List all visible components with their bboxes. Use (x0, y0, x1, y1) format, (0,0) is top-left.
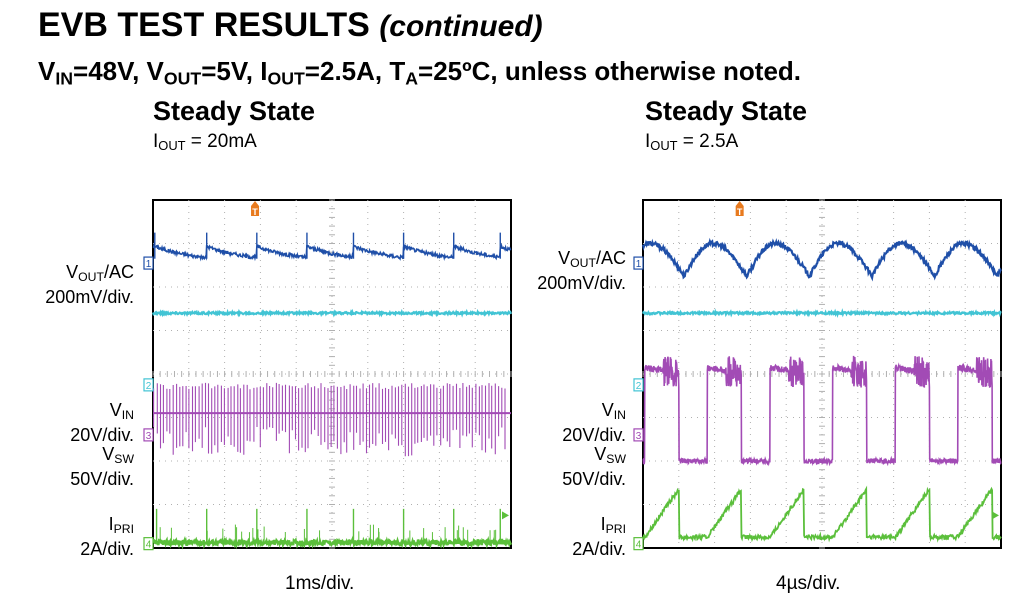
trigger-marker-arrow (251, 201, 260, 206)
trace-2 (641, 308, 1002, 319)
trigger-marker: T (735, 201, 744, 217)
ch4-marker-box (143, 537, 154, 551)
ch1-marker-box (143, 256, 154, 270)
trigger-marker-label: T (737, 207, 743, 217)
panel1-time-div: 1ms/div. (285, 573, 355, 594)
ch1-marker-label: 1 (636, 259, 642, 270)
ch4-marker: 4 (633, 537, 644, 551)
trigger-marker-arrow (735, 201, 744, 206)
trace-4 (152, 535, 513, 550)
ch3-marker-label: 3 (636, 431, 642, 442)
ch4-marker: 4 (143, 537, 154, 551)
panel2-title: Steady State (645, 96, 808, 126)
trace-4 (642, 485, 1002, 543)
ch4-marker-label: 4 (146, 540, 152, 551)
panel2-vin-label: VIN 20V/div. (562, 400, 626, 446)
panel1-vout-label: VOUT/AC 200mV/div. (45, 262, 134, 308)
ch1-marker: 1 (633, 256, 644, 270)
ch3-marker: 3 (633, 428, 644, 442)
panel2-vout-label: VOUT/AC 200mV/div. (537, 248, 626, 294)
trace-3-bursts (153, 382, 506, 457)
panel1-title: Steady State (153, 96, 316, 126)
trace-1 (641, 237, 1002, 282)
trace-1 (152, 241, 512, 262)
panel2-time-div: 4µs/div. (776, 573, 841, 594)
trigger-marker-box (251, 206, 260, 216)
panel1-vin-label: VIN 20V/div. (70, 400, 134, 446)
ch1-marker-box (633, 256, 644, 270)
panel2-ipri-label: IPRI 2A/div. (572, 514, 626, 560)
ch3-marker-label: 3 (146, 431, 152, 442)
trigger-level-arrow (992, 511, 999, 520)
trigger-level-arrow (502, 511, 509, 520)
panel1-ipri-label: IPRI 2A/div. (80, 514, 134, 560)
scope-panel-1: 1 2 3 4 T (143, 199, 513, 551)
trace-3 (642, 355, 1002, 467)
ch2-marker: 2 (143, 378, 154, 392)
ch3-marker: 3 (143, 428, 154, 442)
page-title: EVB TEST RESULTS (continued) (38, 6, 543, 44)
ch2-marker-label: 2 (146, 381, 152, 392)
trigger-marker-box (735, 206, 744, 216)
ch2-marker: 2 (633, 378, 644, 392)
ch2-marker-box (633, 378, 644, 392)
test-conditions: VIN=48V, VOUT=5V, IOUT=2.5A, TA=25ºC, un… (38, 56, 802, 89)
ch3-marker-box (143, 428, 154, 442)
trace-2 (151, 308, 513, 318)
ch1-marker: 1 (143, 256, 154, 270)
panel1-iout: IOUT = 20mA (153, 131, 257, 154)
ch2-marker-box (143, 378, 154, 392)
trigger-marker-label: T (252, 207, 258, 217)
panel2-iout: IOUT = 2.5A (645, 131, 739, 154)
ch1-marker-label: 1 (146, 259, 152, 270)
ch4-marker-box (633, 537, 644, 551)
ch2-marker-label: 2 (636, 381, 642, 392)
trigger-marker: T (251, 201, 260, 217)
panel2-vsw-label: VSW 50V/div. (562, 444, 626, 490)
scope-panel-2: 1 2 3 4 T (633, 199, 1002, 551)
ch4-marker-label: 4 (636, 540, 642, 551)
ch3-marker-box (633, 428, 644, 442)
panel1-vsw-label: VSW 50V/div. (70, 444, 134, 490)
